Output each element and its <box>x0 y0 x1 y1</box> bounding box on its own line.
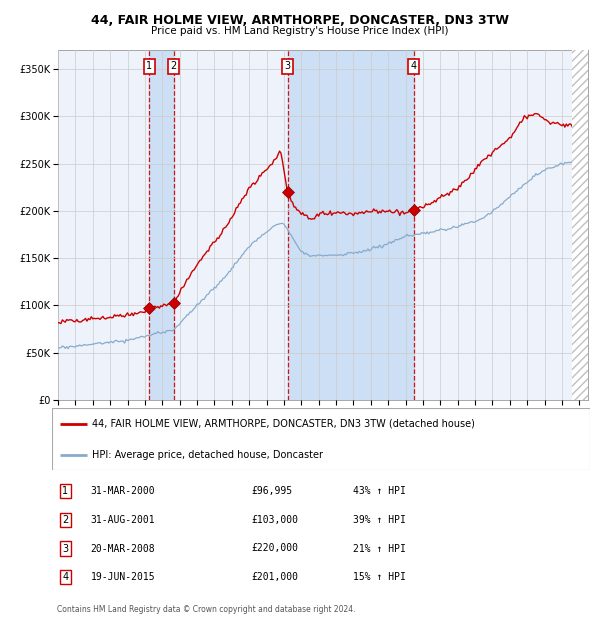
Text: 44, FAIR HOLME VIEW, ARMTHORPE, DONCASTER, DN3 3TW (detached house): 44, FAIR HOLME VIEW, ARMTHORPE, DONCASTE… <box>92 418 475 428</box>
Text: 19-JUN-2015: 19-JUN-2015 <box>91 572 155 582</box>
Text: 1: 1 <box>146 61 152 71</box>
Text: 39% ↑ HPI: 39% ↑ HPI <box>353 515 406 525</box>
Text: £103,000: £103,000 <box>251 515 298 525</box>
Text: 20-MAR-2008: 20-MAR-2008 <box>91 544 155 554</box>
Text: 21% ↑ HPI: 21% ↑ HPI <box>353 544 406 554</box>
Text: 15% ↑ HPI: 15% ↑ HPI <box>353 572 406 582</box>
Text: 4: 4 <box>410 61 417 71</box>
Bar <box>149 50 174 400</box>
Text: 31-MAR-2000: 31-MAR-2000 <box>91 486 155 496</box>
Text: £201,000: £201,000 <box>251 572 298 582</box>
Text: 4: 4 <box>62 572 68 582</box>
Text: £220,000: £220,000 <box>251 544 298 554</box>
Text: 3: 3 <box>284 61 291 71</box>
Text: 2: 2 <box>171 61 177 71</box>
Text: 1: 1 <box>62 486 68 496</box>
Text: HPI: Average price, detached house, Doncaster: HPI: Average price, detached house, Donc… <box>92 450 323 459</box>
Text: 3: 3 <box>62 544 68 554</box>
Bar <box>572 50 588 400</box>
FancyBboxPatch shape <box>52 408 590 470</box>
Text: 2: 2 <box>62 515 68 525</box>
Text: 31-AUG-2001: 31-AUG-2001 <box>91 515 155 525</box>
Text: Contains HM Land Registry data © Crown copyright and database right 2024.: Contains HM Land Registry data © Crown c… <box>58 604 356 614</box>
Text: Price paid vs. HM Land Registry's House Price Index (HPI): Price paid vs. HM Land Registry's House … <box>151 26 449 36</box>
Bar <box>288 50 414 400</box>
Text: 43% ↑ HPI: 43% ↑ HPI <box>353 486 406 496</box>
Text: £96,995: £96,995 <box>251 486 292 496</box>
Text: 44, FAIR HOLME VIEW, ARMTHORPE, DONCASTER, DN3 3TW: 44, FAIR HOLME VIEW, ARMTHORPE, DONCASTE… <box>91 14 509 27</box>
